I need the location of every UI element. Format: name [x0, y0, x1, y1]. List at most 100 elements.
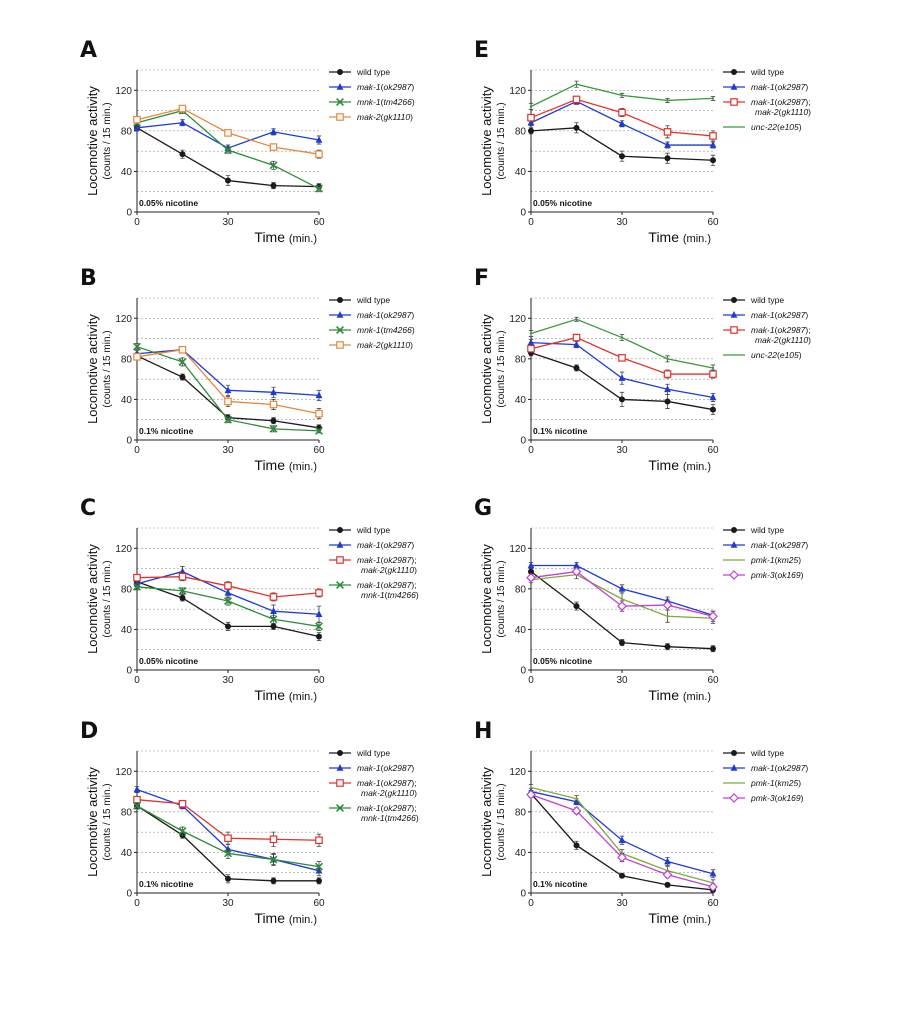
x-tick-label: 0 [134, 898, 140, 909]
data-point [337, 297, 343, 303]
y-tick-label: 0 [520, 889, 526, 900]
data-point [709, 393, 717, 401]
series-line [528, 567, 716, 653]
legend-label: pmk-3(ok169) [750, 793, 804, 803]
data-point [224, 834, 232, 843]
x-tick-label: 0 [528, 217, 534, 228]
data-point [315, 836, 323, 845]
nicotine-annotation: 0.1% nicotine [533, 879, 588, 889]
data-point [178, 104, 187, 113]
legend-label: wild type [750, 295, 784, 305]
x-axis-title: Time (min.) [648, 687, 711, 703]
nicotine-annotation: 0.05% nicotine [139, 198, 198, 208]
legend-label: mak-1(ok2987); [357, 803, 417, 813]
x-tick-label: 30 [222, 445, 234, 456]
series-line [528, 80, 716, 110]
legend-label: mnk-1(tm4266) [357, 97, 415, 107]
data-point [270, 877, 277, 884]
data-point [315, 409, 323, 418]
x-tick-label: 60 [313, 898, 325, 909]
legend-label: pmk-1(km25) [750, 778, 801, 788]
y-tick-label: 80 [515, 807, 527, 818]
data-point [709, 141, 717, 148]
nicotine-annotation: 0.05% nicotine [533, 656, 592, 666]
series-line [528, 122, 716, 166]
legend-label: wild type [750, 748, 784, 758]
data-point [179, 118, 186, 126]
legend-label: wild type [356, 67, 390, 77]
data-point [573, 364, 580, 371]
data-point [269, 615, 278, 624]
x-tick-label: 60 [707, 675, 719, 686]
x-tick-label: 30 [616, 445, 628, 456]
data-point [269, 143, 278, 151]
series-line [528, 316, 716, 372]
data-point [619, 396, 625, 403]
data-point [133, 342, 141, 351]
y-tick-label: 80 [515, 126, 527, 137]
legend-label: mak-2(gk1110) [755, 107, 811, 117]
data-point [571, 805, 582, 816]
data-point [709, 132, 717, 140]
data-point [315, 135, 323, 143]
data-point [618, 354, 626, 362]
data-point [336, 541, 344, 548]
y-axis-subtitle: (counts / 15 min.) [102, 783, 113, 860]
series-line [528, 784, 716, 887]
y-tick-label: 40 [515, 848, 527, 859]
legend-label: mnk-1(tm4266) [357, 325, 415, 335]
data-point [620, 94, 624, 97]
data-point [225, 875, 231, 882]
x-axis-title: Time (min.) [648, 229, 711, 245]
y-tick-label: 120 [509, 767, 526, 778]
data-point [572, 95, 581, 104]
y-axis-subtitle: (counts / 15 min.) [496, 330, 507, 407]
data-point [224, 849, 232, 858]
series-line [527, 787, 717, 879]
legend-label: mak-1(ok2987); [751, 325, 811, 335]
y-tick-label: 120 [115, 86, 132, 97]
series-line [527, 338, 717, 402]
data-point [731, 527, 737, 533]
legend-label: mnk-1(tm4266) [361, 590, 419, 600]
data-point [729, 570, 739, 580]
x-tick-label: 0 [528, 675, 534, 686]
data-point [337, 527, 343, 533]
data-point [708, 882, 718, 892]
series-line [133, 342, 323, 435]
panel-letter: E [474, 38, 489, 63]
data-point [709, 370, 717, 378]
data-point [336, 98, 344, 106]
y-tick-label: 40 [121, 167, 133, 178]
data-point [270, 182, 277, 189]
data-point [617, 601, 627, 611]
data-point [526, 789, 536, 800]
y-tick-label: 0 [126, 666, 132, 677]
data-point [710, 157, 716, 164]
data-point [336, 326, 344, 334]
data-point [315, 184, 323, 193]
series-line [133, 801, 323, 873]
data-point [663, 128, 672, 136]
data-point [711, 97, 715, 100]
legend-label: wild type [356, 295, 390, 305]
panel-letter: H [474, 719, 492, 744]
y-axis-title: Locomotive activity [479, 767, 494, 877]
legend: wild type mak-1(ok2987) mak-1(ok2987);mak-… [723, 295, 811, 360]
data-point [664, 643, 671, 650]
series-path [530, 98, 714, 137]
data-point [270, 417, 277, 424]
legend-label: mak-1(ok2987) [751, 763, 808, 773]
data-point [527, 118, 535, 126]
x-axis-title: Time (min.) [254, 687, 317, 703]
data-point [315, 610, 323, 618]
nicotine-annotation: 0.05% nicotine [533, 198, 592, 208]
series-line [133, 582, 323, 631]
data-point [573, 124, 580, 131]
x-tick-label: 30 [616, 217, 628, 228]
data-point [224, 597, 232, 605]
y-tick-label: 120 [509, 314, 526, 325]
y-tick-label: 40 [515, 167, 527, 178]
y-tick-label: 80 [121, 807, 133, 818]
